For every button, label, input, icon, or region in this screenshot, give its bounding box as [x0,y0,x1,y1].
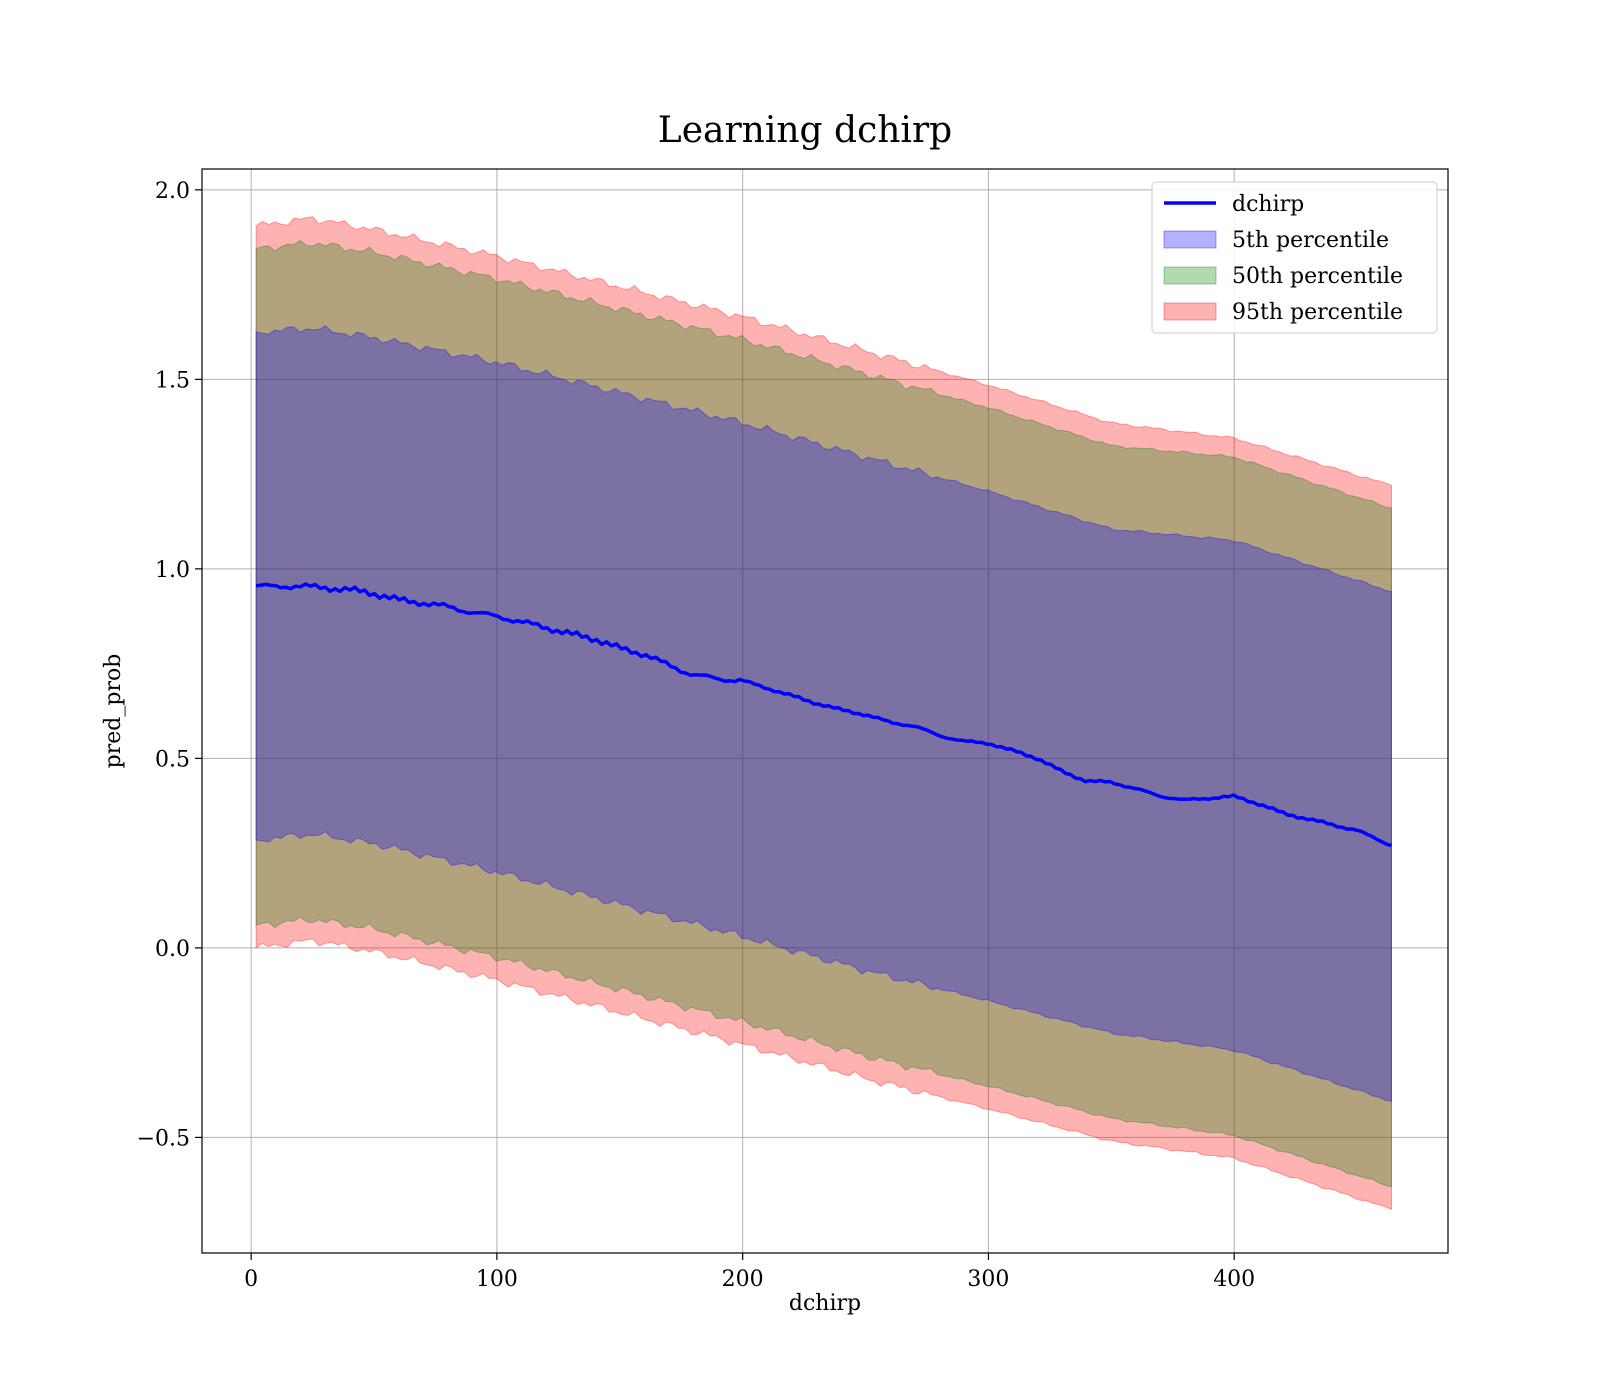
band-5th-percentile [255,324,1392,1103]
chart-title: Learning dchirp [658,110,952,151]
x-tick-label-0: 0 [244,1267,258,1292]
y-axis: −0.5 0.0 0.5 1.0 1.5 2.0 [137,179,202,1151]
legend: dchirp 5th percentile 50th percentile 95th … [1151,181,1438,334]
legend-label-5th-percentile: 5th percentile [1232,228,1389,253]
band-50th-percentile [255,239,1392,1188]
line-series [255,582,1392,848]
legend-swatch-95th-percentile [1163,302,1217,321]
legend-label-50th-percentile: 50th percentile [1232,264,1403,289]
y-tick-label-0: −0.5 [137,1126,190,1151]
y-tick-label-4: 1.5 [155,368,190,393]
percentile-bands [255,216,1392,1211]
y-axis-label: pred_prob [101,654,126,769]
plot-frame [201,168,1449,1254]
legend-box [1151,181,1438,334]
x-tick-label-4: 400 [1213,1267,1255,1292]
x-tick-label-2: 200 [722,1267,764,1292]
y-tick-label-1: 0.0 [155,937,190,962]
grid [202,169,1448,1253]
y-tick-label-2: 0.5 [155,747,190,772]
y-tick-label-5: 2.0 [155,179,190,204]
band-95th-percentile [255,216,1392,1211]
legend-label-dchirp: dchirp [1232,192,1304,217]
legend-swatch-5th-percentile [1163,230,1217,249]
line-dchirp [255,582,1392,848]
x-tick-label-3: 300 [967,1267,1009,1292]
x-tick-label-1: 100 [476,1267,518,1292]
x-axis: 0 100 200 300 400 [244,1253,1255,1292]
legend-label-95th-percentile: 95th percentile [1232,300,1403,325]
legend-swatch-50th-percentile [1163,266,1217,285]
y-tick-label-3: 1.0 [155,558,190,583]
x-axis-label: dchirp [789,1291,861,1316]
